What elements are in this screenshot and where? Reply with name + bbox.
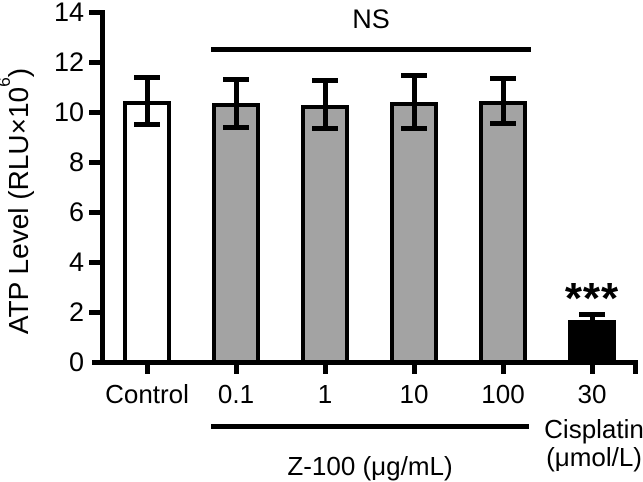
x-tick-10 xyxy=(411,365,417,374)
z100-group-label: Z-100 (μg/mL) xyxy=(287,451,453,481)
x-axis-line xyxy=(92,360,638,365)
error-bar-cap-bottom-10 xyxy=(401,125,427,131)
bar-Control xyxy=(123,100,171,365)
x-tick-100 xyxy=(500,365,506,374)
ns-annotation-line xyxy=(211,47,531,52)
x-tick-label-100: 100 xyxy=(481,379,525,409)
x-tick-1 xyxy=(322,365,328,374)
y-tick-label-6: 6 xyxy=(68,197,84,227)
error-bar-cap-bottom-1 xyxy=(312,125,338,131)
y-axis-title-superscript: 6 xyxy=(0,77,14,87)
y-tick-label-10: 10 xyxy=(53,97,84,127)
error-bar-stem-30 xyxy=(589,312,595,327)
cisplatin-group-label-line1: Cisplatin xyxy=(544,414,643,444)
y-tick-label-0: 0 xyxy=(68,347,84,377)
y-tick-10 xyxy=(89,109,100,115)
error-bar-cap-bottom-0.1 xyxy=(223,124,249,130)
y-tick-2 xyxy=(89,309,100,315)
error-bar-cap-bottom-30 xyxy=(579,322,605,327)
error-bar-cap-bottom-100 xyxy=(490,120,516,126)
error-bar-stem-0.1 xyxy=(233,77,239,130)
y-tick-12 xyxy=(89,59,100,65)
error-bar-stem-Control xyxy=(144,74,150,127)
x-axis-end-tick xyxy=(633,365,638,374)
bar-100 xyxy=(479,100,527,365)
x-tick-0.1 xyxy=(233,365,239,374)
y-tick-label-12: 12 xyxy=(53,47,84,77)
error-bar-stem-1 xyxy=(322,78,328,131)
bar-0.1 xyxy=(212,103,260,365)
y-tick-label-14: 14 xyxy=(53,0,84,27)
y-tick-4 xyxy=(89,259,100,265)
y-tick-label-8: 8 xyxy=(68,147,84,177)
y-tick-label-2: 2 xyxy=(68,297,84,327)
z100-group-line xyxy=(211,424,529,429)
cisplatin-group-label: Cisplatin (μmol/L) xyxy=(509,415,643,471)
x-tick-label-30: 30 xyxy=(577,379,607,409)
x-tick-label-10: 10 xyxy=(399,379,429,409)
y-tick-8 xyxy=(89,159,100,165)
x-tick-label-Control: Control xyxy=(105,379,189,409)
y-tick-14 xyxy=(89,9,100,15)
error-bar-stem-10 xyxy=(411,73,417,131)
error-bar-cap-top-0.1 xyxy=(223,77,249,82)
error-bar-stem-100 xyxy=(500,75,506,126)
ns-annotation-label: NS xyxy=(352,4,390,34)
error-bar-cap-top-Control xyxy=(134,74,160,80)
bar-1 xyxy=(301,104,349,365)
bar-10 xyxy=(390,102,438,365)
error-bar-cap-bottom-Control xyxy=(134,122,160,127)
error-bar-cap-top-100 xyxy=(490,75,516,81)
error-bar-cap-top-1 xyxy=(312,78,338,84)
cisplatin-group-label-line2: (μmol/L) xyxy=(546,442,642,472)
error-bar-cap-top-30 xyxy=(579,312,605,317)
y-tick-label-4: 4 xyxy=(68,247,84,277)
x-tick-Control xyxy=(144,365,150,374)
x-tick-label-1: 1 xyxy=(317,379,333,409)
y-axis-line xyxy=(100,10,105,365)
x-tick-label-0.1: 0.1 xyxy=(217,379,255,409)
error-bar-cap-top-10 xyxy=(401,73,427,79)
x-tick-30 xyxy=(589,365,595,374)
y-tick-6 xyxy=(89,209,100,215)
